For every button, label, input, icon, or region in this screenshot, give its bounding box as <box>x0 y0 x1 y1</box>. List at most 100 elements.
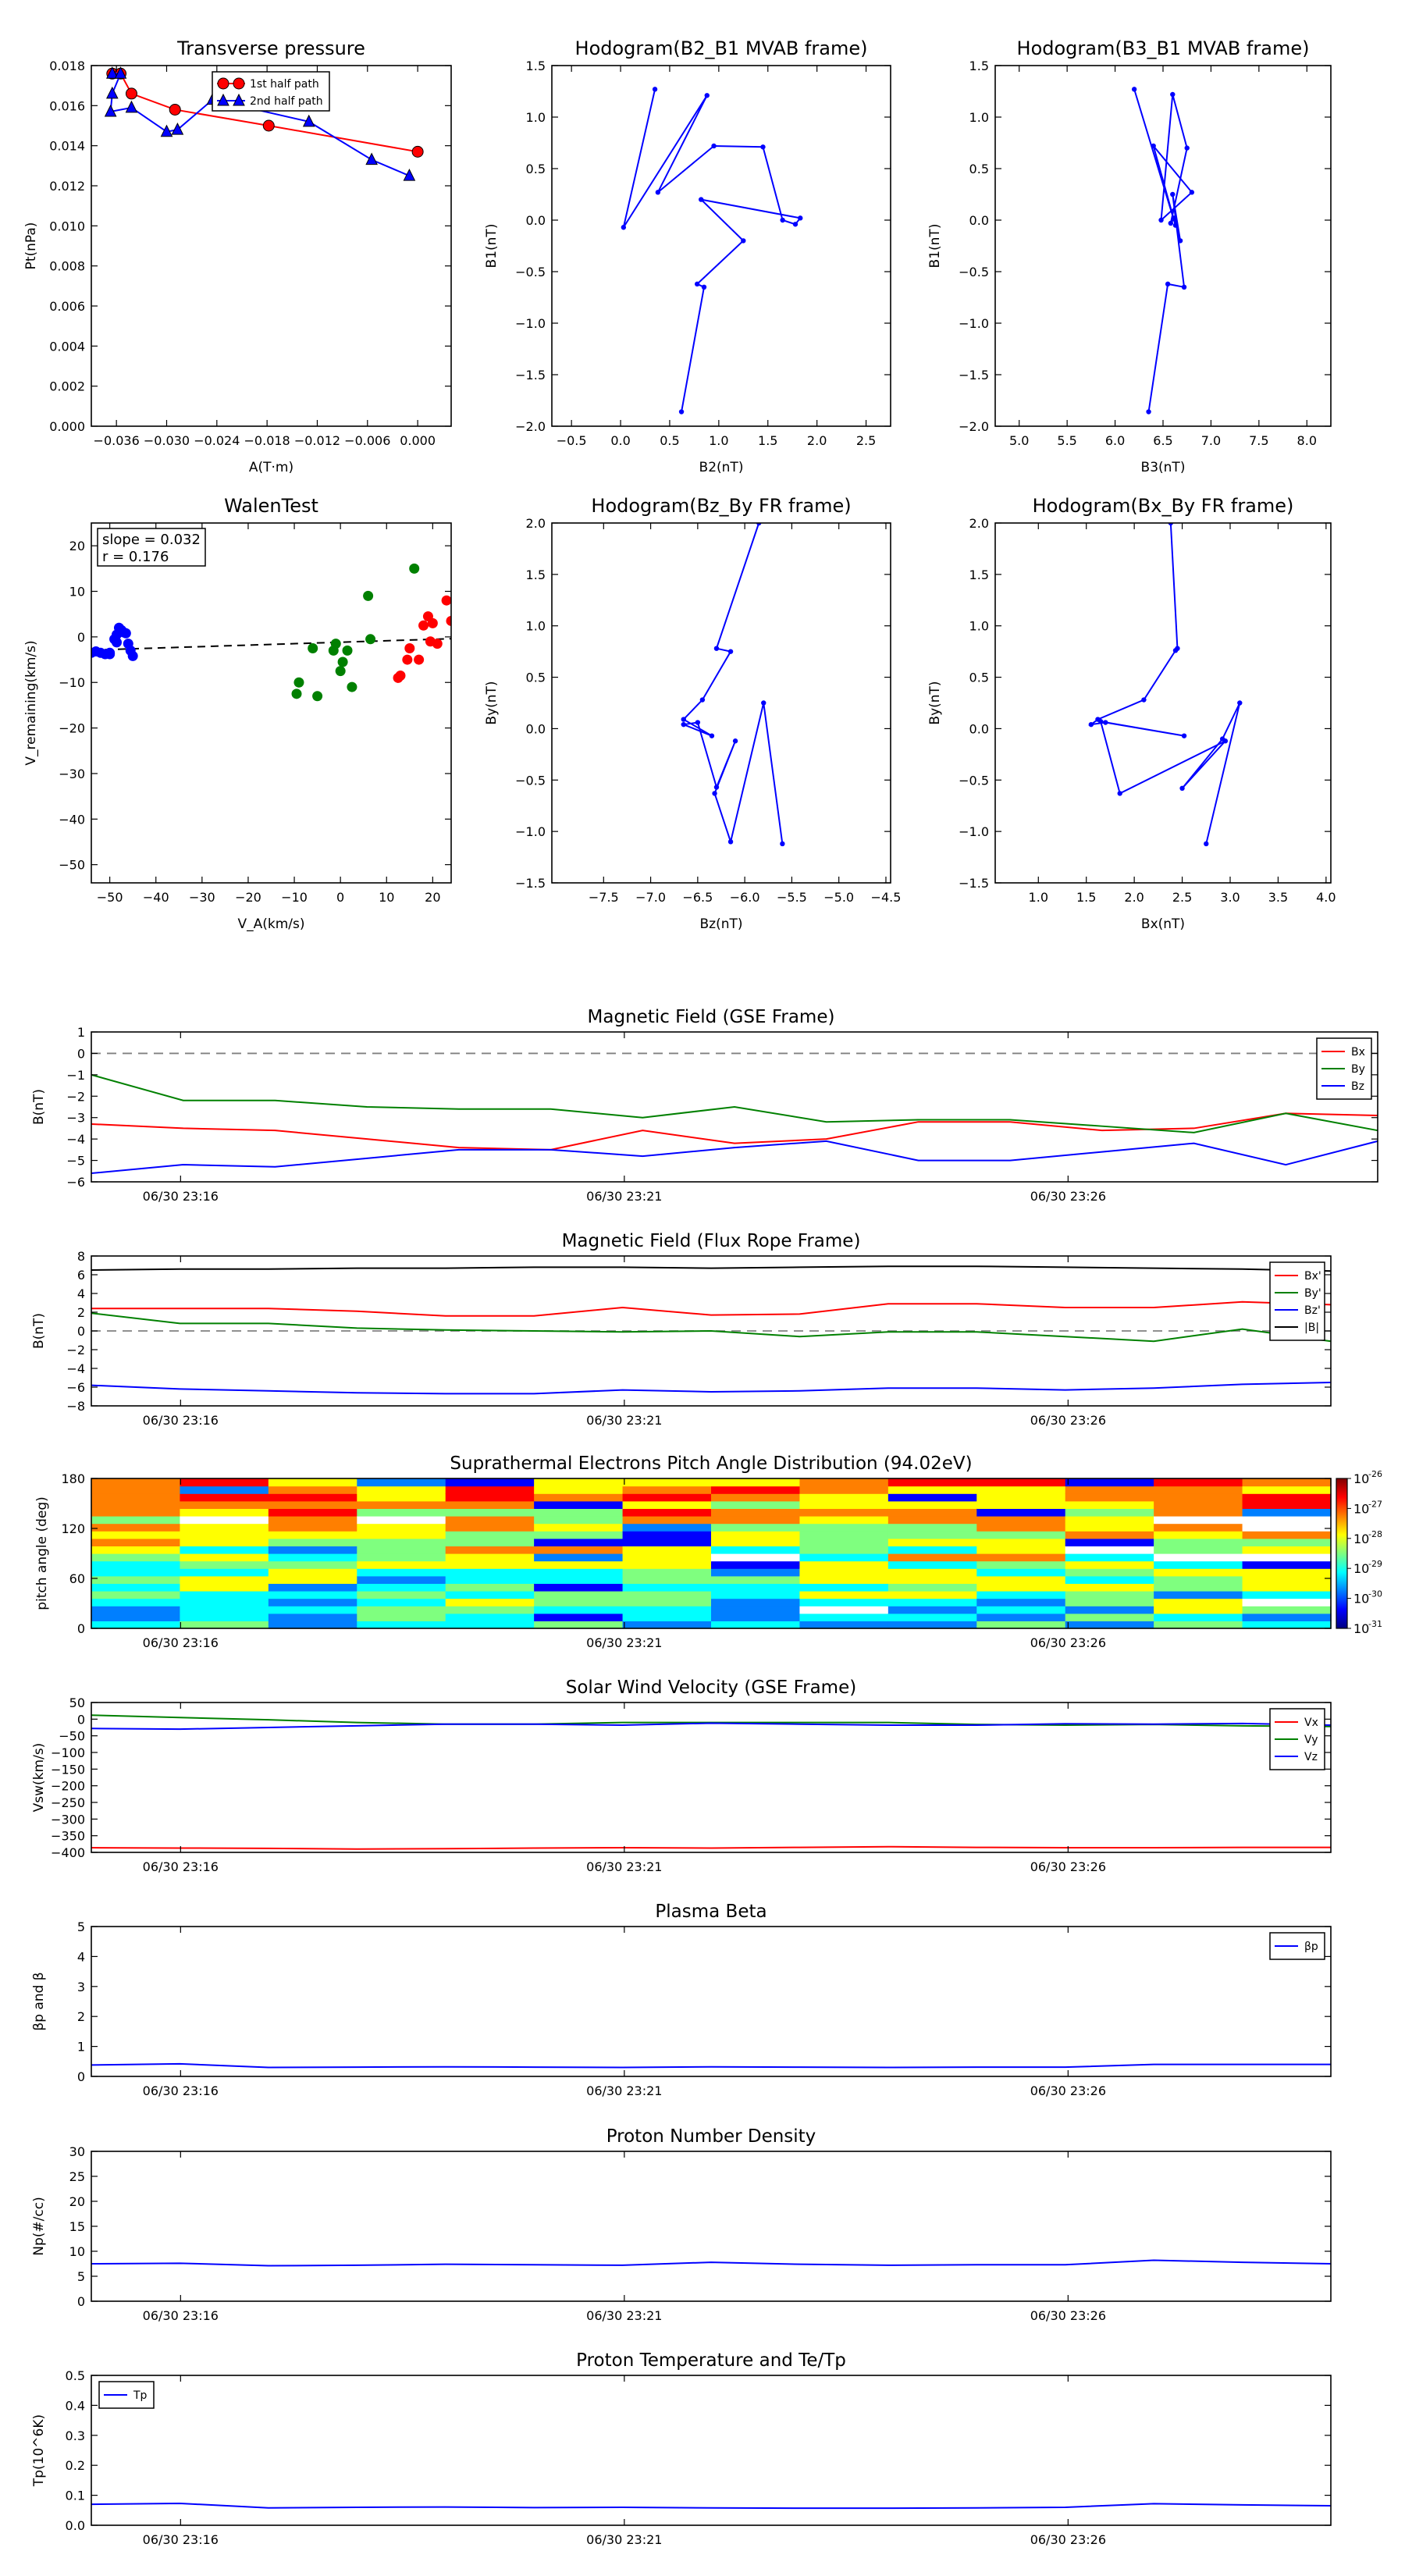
x-tick-label: −20 <box>235 890 261 905</box>
colorbar-tick-exponent: -26 <box>1368 1469 1382 1479</box>
heatmap-cell <box>887 1568 977 1577</box>
heatmap-cell <box>534 1583 624 1592</box>
heatmap-cell <box>622 1583 712 1592</box>
chart-magnetic-field-fr: 06/30 23:16 06/30 23:21 06/30 23:26 −8 −6 −4 −… <box>31 1231 1332 1428</box>
data-point <box>414 654 425 665</box>
x-tick-label: −5.0 <box>823 890 854 905</box>
heatmap-cell <box>622 1613 712 1621</box>
data-point <box>395 670 406 681</box>
data-point <box>1172 215 1177 221</box>
y-tick-label: 1 <box>77 1025 85 1040</box>
y-axis-label: V_remaining(km/s) <box>23 640 39 765</box>
series-line <box>91 2062 1331 2069</box>
heatmap-cell <box>887 1493 977 1502</box>
heatmap-cell <box>711 1523 801 1532</box>
data-point <box>701 284 707 290</box>
y-tick-label: 0.5 <box>526 162 546 176</box>
x-tick-label: 8.0 <box>1297 433 1317 448</box>
heatmap-cell <box>91 1613 181 1621</box>
y-tick-label: 0.3 <box>66 2428 85 2443</box>
y-tick-label: −350 <box>51 1829 85 1844</box>
heatmap-cell <box>445 1523 535 1532</box>
chart-title: Proton Number Density <box>606 2126 816 2147</box>
heatmap-cell <box>887 1591 977 1599</box>
data-point <box>741 238 746 244</box>
legend-label: Tp <box>133 2389 148 2402</box>
y-tick-label: 0.0 <box>969 213 989 228</box>
y-tick-label: 4 <box>77 1949 85 1964</box>
y-tick-label: −1.5 <box>959 368 989 382</box>
data-point <box>125 100 138 113</box>
data-point <box>727 839 734 845</box>
data-point <box>330 639 341 649</box>
heatmap-cell <box>534 1516 624 1525</box>
heatmap-cell <box>711 1478 801 1487</box>
chart-plasma-beta: 06/30 23:16 06/30 23:21 06/30 23:26 0 1 2 3 4 5 P… <box>31 1902 1332 2098</box>
x-tick-label: 0.000 <box>400 433 436 448</box>
x-tick-label: −6.5 <box>682 890 713 905</box>
heatmap-cell <box>1154 1478 1243 1487</box>
chart-title: Hodogram(B2_B1 MVAB frame) <box>575 37 868 59</box>
y-tick-label: 2.0 <box>526 516 546 531</box>
x-axis-label: Bz(nT) <box>699 916 742 932</box>
heatmap-cell <box>534 1575 624 1584</box>
data-point <box>713 646 720 651</box>
data-point <box>699 697 706 703</box>
series-line <box>91 1845 1331 1850</box>
heatmap-cell <box>976 1546 1066 1554</box>
heatmap-cell <box>1242 1493 1332 1502</box>
heatmap-cell <box>445 1575 535 1584</box>
y-tick-label: 10 <box>69 2244 85 2259</box>
y-tick-label: −20 <box>59 721 85 736</box>
heatmap-cell <box>180 1591 269 1599</box>
y-tick-label: 0.0 <box>526 721 546 736</box>
colorbar-tick-base: 10 <box>1353 1501 1369 1516</box>
data-point <box>293 677 304 688</box>
heatmap-cell <box>268 1575 357 1584</box>
heatmap-cell <box>534 1531 624 1539</box>
heatmap-cell <box>445 1606 535 1614</box>
heatmap-cell <box>534 1538 624 1546</box>
heatmap-cell <box>534 1621 624 1629</box>
y-tick-label: −8 <box>66 1399 85 1414</box>
y-tick-label: 0 <box>77 2294 85 2309</box>
y-tick-label: 10 <box>69 585 85 600</box>
heatmap-cell <box>91 1606 181 1614</box>
data-point <box>1184 145 1190 151</box>
y-tick-label: 20 <box>69 539 85 553</box>
y-axis-label: B(nT) <box>31 1313 47 1349</box>
heatmap-cell <box>445 1538 535 1546</box>
chart-proton-temperature: 06/30 23:16 06/30 23:21 06/30 23:26 0.0 0.1 0… <box>31 2350 1332 2547</box>
y-tick-label: 0.000 <box>49 419 85 434</box>
y-tick-label: 0 <box>77 1324 85 1339</box>
data-point <box>1158 217 1164 223</box>
series-line <box>1088 523 1241 845</box>
heatmap-cell <box>887 1598 977 1606</box>
data-point <box>1170 91 1176 98</box>
heatmap-cell <box>1065 1538 1154 1546</box>
heatmap-cell <box>268 1621 357 1629</box>
x-tick-label: 06/30 23:21 <box>586 2083 662 2098</box>
data-point <box>695 720 701 725</box>
chart-title: Hodogram(Bx_By FR frame) <box>1033 495 1294 517</box>
x-tick-label: 06/30 23:26 <box>1030 1189 1106 1204</box>
x-tick-label: 3.5 <box>1268 890 1288 905</box>
chart-solar-wind-velocity: 06/30 23:16 06/30 23:21 06/30 23:26 −400−35… <box>31 1678 1332 1874</box>
data-point <box>446 615 451 626</box>
heatmap-cell <box>268 1598 357 1606</box>
y-tick-label: 0.008 <box>49 259 85 274</box>
heatmap-cell <box>711 1538 801 1546</box>
heatmap-cell <box>91 1560 181 1569</box>
heatmap-cell <box>357 1591 446 1599</box>
series-line <box>91 1300 1332 1317</box>
colorbar <box>1336 1478 1348 1629</box>
x-tick-label: −50 <box>97 890 123 905</box>
y-tick-label: 0 <box>77 1046 85 1061</box>
heatmap-cell <box>180 1478 269 1487</box>
heatmap-cell <box>357 1598 446 1606</box>
y-tick-label: 0.0 <box>969 721 989 736</box>
series-line <box>91 1140 1378 1175</box>
chart-hodogram-bx-by: 1.0 1.5 2.0 2.5 3.0 3.5 4.0 −1.5 −1.0 −0.5 0.0 0.5 1… <box>927 495 1336 932</box>
data-point <box>1219 736 1225 742</box>
legend-label: Vy <box>1304 1734 1318 1746</box>
